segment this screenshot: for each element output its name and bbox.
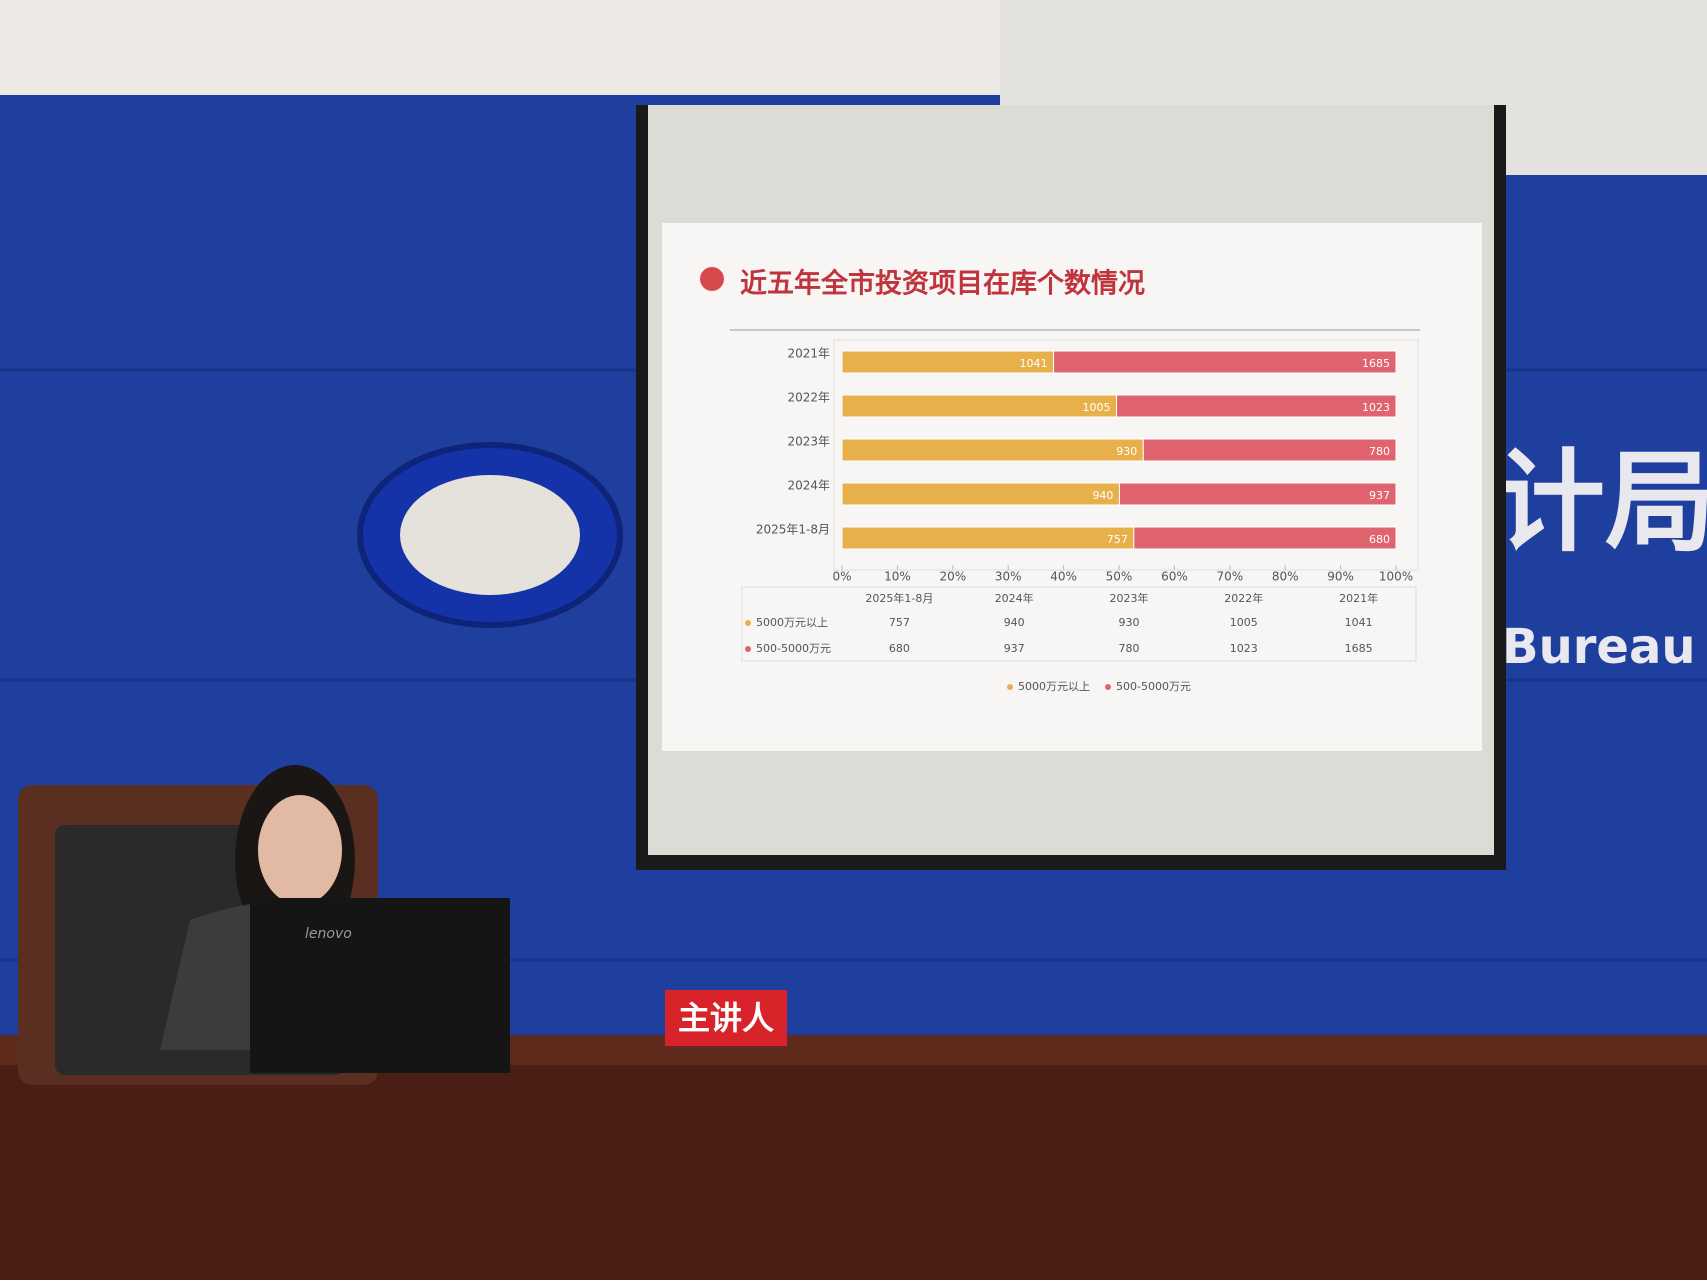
y-tick-label: 2022年 (787, 391, 830, 405)
value-label: 680 (1369, 533, 1390, 546)
table-cell: 940 (1004, 616, 1025, 629)
person-face (258, 795, 342, 905)
table-header: 2025年1-8月 (865, 591, 933, 605)
bar-segment (1133, 526, 1397, 550)
x-tick-label: 80% (1272, 570, 1299, 584)
value-label: 780 (1369, 445, 1390, 458)
x-tick-label: 40% (1050, 570, 1077, 584)
table-cell: 937 (1004, 642, 1025, 655)
bar-segment (841, 526, 1135, 550)
y-tick-label: 2021年 (787, 347, 830, 361)
table-cell: 1685 (1345, 642, 1373, 655)
table-cell: 930 (1119, 616, 1140, 629)
y-tick-label: 2023年 (787, 435, 830, 449)
table-cell: 757 (889, 616, 910, 629)
x-tick-label: 0% (832, 570, 851, 584)
x-tick-label: 100% (1379, 570, 1413, 584)
table-cell: 780 (1119, 642, 1140, 655)
table-cell: 1041 (1345, 616, 1373, 629)
y-tick-label: 2024年 (787, 479, 830, 493)
table-series-name: 5000万元以上 (756, 616, 828, 629)
x-tick-label: 10% (884, 570, 911, 584)
table-cell: 1005 (1230, 616, 1258, 629)
laptop (250, 898, 510, 1073)
table-legend-marker (745, 646, 751, 652)
table-header: 2023年 (1110, 591, 1149, 605)
x-tick-label: 50% (1106, 570, 1133, 584)
table-header: 2022年 (1224, 591, 1263, 605)
value-label: 1685 (1362, 357, 1390, 370)
bar-segment (841, 438, 1144, 462)
slide-icon (700, 267, 724, 291)
legend-label: 5000万元以上 (1018, 680, 1090, 693)
plot-frame (833, 339, 1419, 571)
y-tick-label: 2025年1-8月 (756, 523, 830, 537)
table-frame (741, 586, 1417, 662)
legend-marker (1007, 684, 1013, 690)
bar-segment (1053, 350, 1397, 374)
table-header: 2021年 (1339, 591, 1378, 605)
bar-segment (841, 482, 1120, 506)
wall-text-cn: 计局 (1495, 438, 1707, 566)
table-series-name: 500-5000万元 (756, 642, 831, 655)
bar-segment (1142, 438, 1397, 462)
x-tick-label: 60% (1161, 570, 1188, 584)
table-cell: 680 (889, 642, 910, 655)
value-label: 930 (1116, 445, 1137, 458)
bar-segment (841, 394, 1118, 418)
desk (0, 1050, 1707, 1280)
chart: 0% 10% 20% 30% 40% 50% 60% 70% 80% 90% 100%2021年10… (741, 339, 1419, 693)
x-tick-label: 90% (1327, 570, 1354, 584)
table-legend-marker (745, 620, 751, 626)
table-cell: 1023 (1230, 642, 1258, 655)
legend-marker (1105, 684, 1111, 690)
nameplate-text: 主讲人 (678, 999, 774, 1037)
bar-segment (1116, 394, 1397, 418)
table-header: 2024年 (995, 591, 1034, 605)
bar-segment (1118, 482, 1397, 506)
x-tick-label: 70% (1216, 570, 1243, 584)
x-tick-label: 20% (939, 570, 966, 584)
nameplate (665, 990, 787, 1046)
value-label: 757 (1107, 533, 1128, 546)
value-label: 1023 (1362, 401, 1390, 414)
value-label: 1041 (1020, 357, 1048, 370)
x-tick-label: 30% (995, 570, 1022, 584)
wall-text-en: Bureau (1502, 619, 1696, 675)
logo-inner (400, 475, 580, 595)
value-label: 937 (1369, 489, 1390, 502)
laptop-brand: lenovo (305, 926, 352, 942)
legend-label: 500-5000万元 (1116, 680, 1191, 693)
value-label: 1005 (1083, 401, 1111, 414)
value-label: 940 (1092, 489, 1113, 502)
chart-title: 近五年全市投资项目在库个数情况 (740, 268, 1145, 300)
